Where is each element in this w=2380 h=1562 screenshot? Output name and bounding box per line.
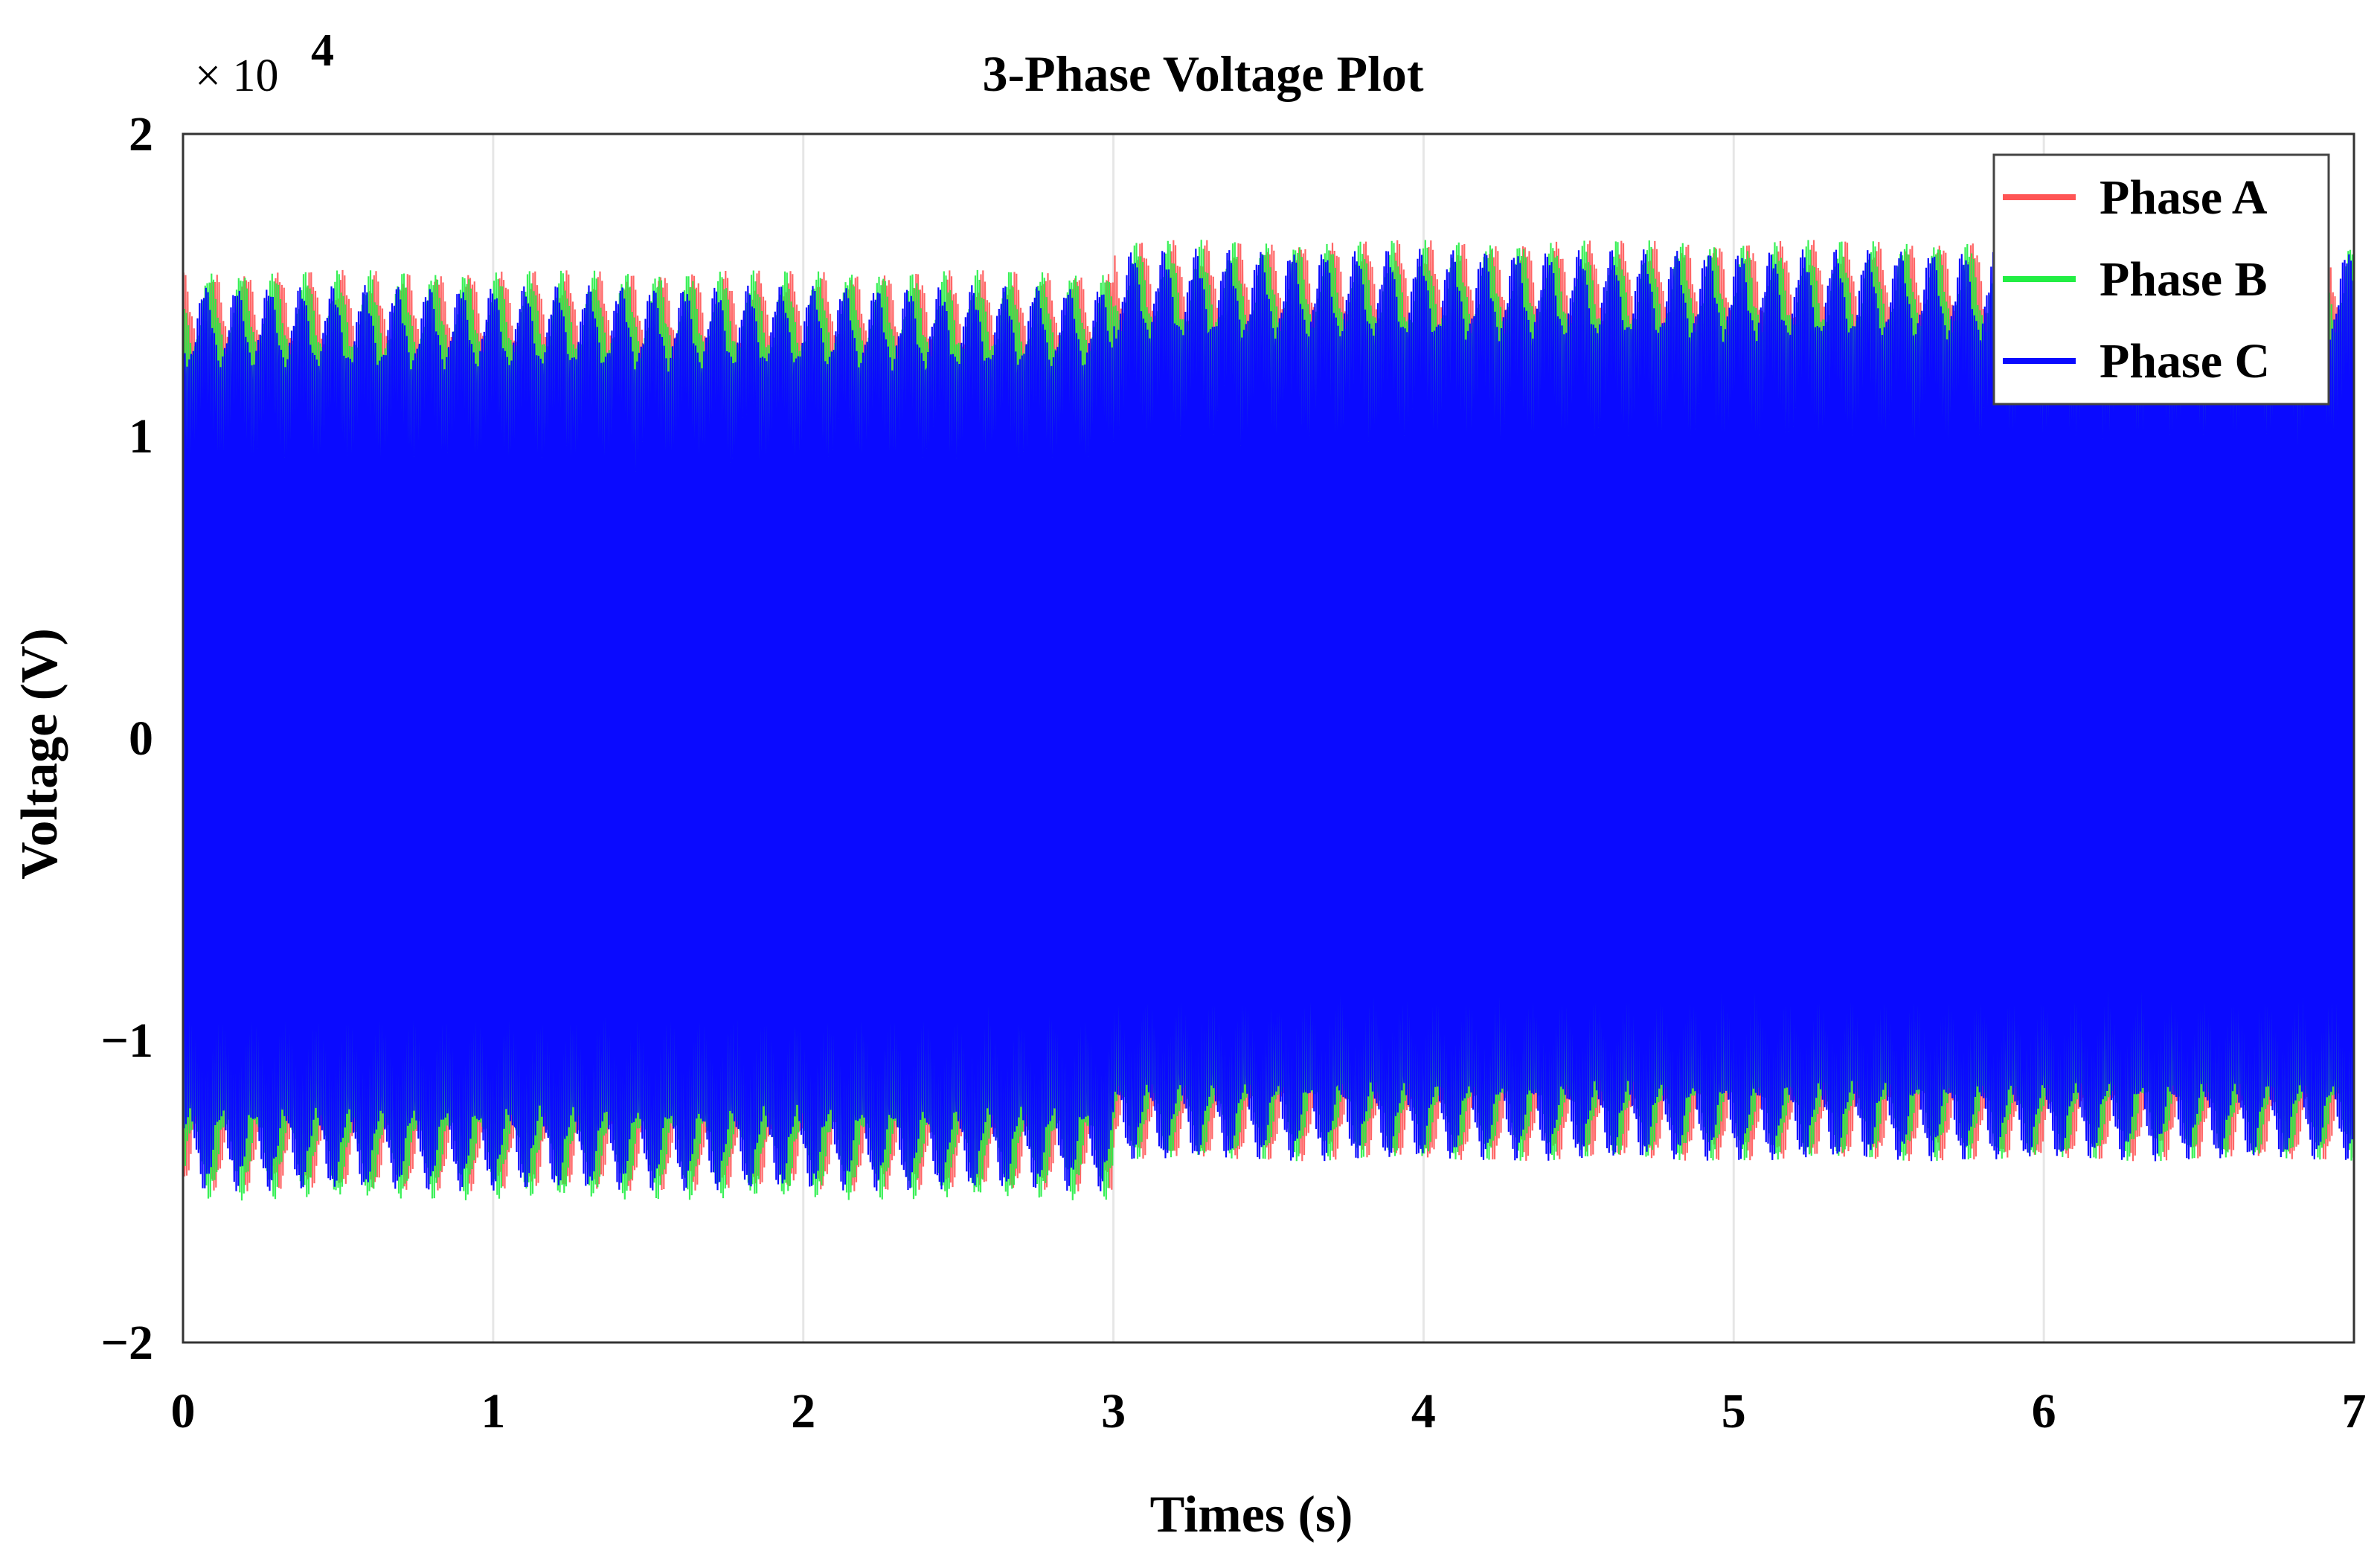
x-tick-label: 4 — [1411, 1384, 1436, 1438]
x-tick-label: 3 — [1101, 1384, 1126, 1438]
x-tick-label: 2 — [791, 1384, 815, 1438]
y-tick-label: 0 — [129, 711, 153, 766]
y-multiplier-label: × 10 — [195, 51, 278, 101]
plot-border — [182, 132, 2355, 1344]
chart-title: 3-Phase Voltage Plot — [982, 45, 1423, 102]
legend-label-3: Phase C — [2100, 334, 2270, 388]
x-axis-label: Times (s) — [1150, 1486, 1353, 1543]
x-tick-label: 1 — [481, 1384, 505, 1438]
legend: Phase A Phase B Phase C — [1992, 153, 2330, 406]
x-tick-label: 7 — [2342, 1384, 2367, 1438]
x-tick-label: 6 — [2032, 1384, 2056, 1438]
y-tick-labels: −2 −1 0 1 2 — [100, 107, 153, 1370]
y-tick-label: −2 — [100, 1316, 153, 1370]
y-tick-label: 1 — [129, 409, 153, 464]
y-tick-label: −1 — [100, 1014, 153, 1068]
phase-c-dense-band — [183, 602, 2354, 874]
plot-area — [182, 132, 2355, 1344]
y-multiplier-exponent: 4 — [311, 25, 334, 76]
legend-label-2: Phase B — [2100, 252, 2268, 307]
y-axis-label: Voltage (V) — [11, 628, 68, 880]
signal-traces — [182, 240, 2355, 1201]
legend-label-1: Phase A — [2100, 170, 2268, 225]
x-tick-label: 5 — [1722, 1384, 1746, 1438]
x-tick-labels: 0 1 2 3 4 5 6 7 — [171, 1384, 2367, 1438]
y-tick-label: 2 — [129, 107, 153, 161]
x-tick-label: 0 — [171, 1384, 196, 1438]
